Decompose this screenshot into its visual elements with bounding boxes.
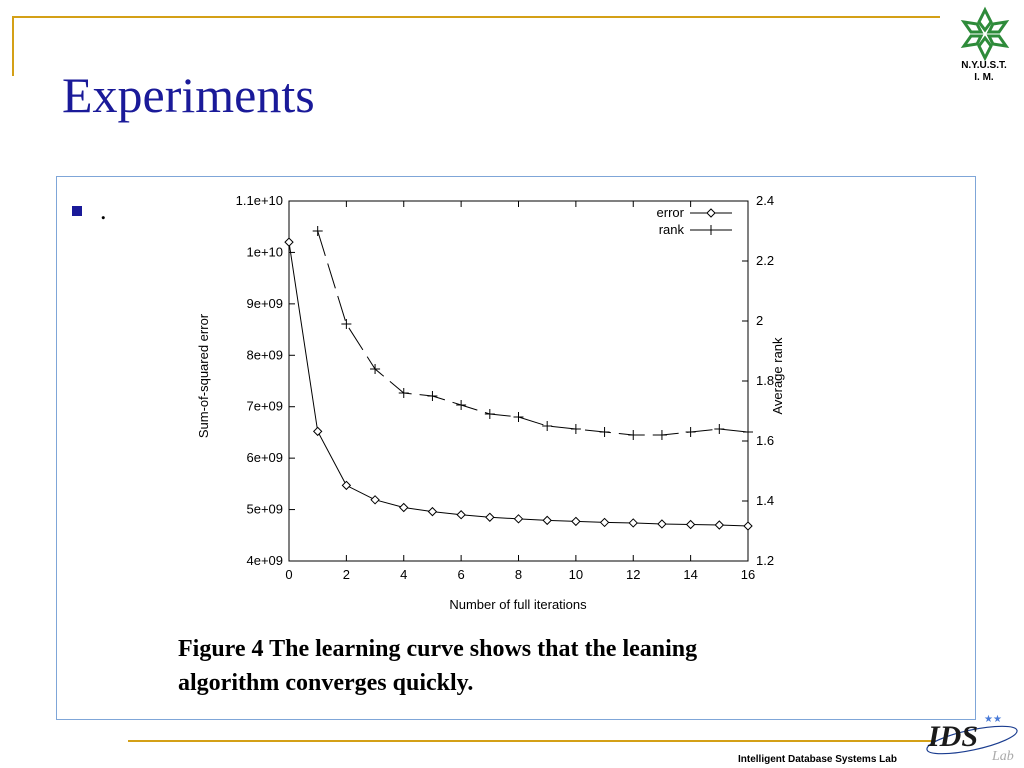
data-point-error bbox=[571, 516, 581, 527]
x-tick-label: 14 bbox=[683, 567, 697, 582]
data-point-error bbox=[312, 426, 323, 437]
left-rule bbox=[12, 16, 14, 76]
y-left-tick-label: 1e+10 bbox=[246, 244, 283, 259]
y-right-tick-label: 1.2 bbox=[756, 553, 774, 568]
bullet-square-icon bbox=[72, 206, 82, 216]
data-point-rank bbox=[456, 400, 467, 410]
caption-line1: Figure 4 The learning curve shows that t… bbox=[178, 636, 698, 662]
series-line-rank bbox=[317, 230, 749, 436]
y-right-tick-label: 2 bbox=[756, 313, 763, 328]
data-point-error bbox=[542, 515, 552, 526]
university-logo bbox=[960, 6, 1010, 62]
y-right-tick-label: 1.6 bbox=[756, 433, 774, 448]
data-point-rank bbox=[743, 427, 753, 437]
data-point-error bbox=[427, 506, 438, 517]
y-left-tick-label: 9e+09 bbox=[246, 296, 283, 311]
slide-title: Experiments bbox=[62, 67, 315, 123]
data-point-rank bbox=[599, 427, 610, 437]
y-left-axis-label: Sum-of-squared error bbox=[196, 313, 211, 438]
data-point-error bbox=[714, 520, 725, 530]
plot-frame bbox=[288, 200, 749, 562]
y-right-tick-label: 1.8 bbox=[756, 373, 774, 388]
data-point-rank bbox=[685, 427, 696, 437]
university-logo-text: N.Y.U.S.T. I. M. bbox=[944, 60, 1024, 84]
data-point-rank bbox=[542, 421, 553, 431]
data-point-error bbox=[456, 510, 466, 520]
ids-logo-sub: Lab bbox=[991, 749, 1014, 764]
content-box bbox=[56, 176, 976, 720]
x-tick-label: 8 bbox=[515, 567, 522, 582]
data-point-error bbox=[370, 495, 380, 505]
y-left-tick-label: 1.1e+10 bbox=[236, 193, 283, 208]
top-rule bbox=[12, 16, 940, 18]
data-point-rank bbox=[484, 409, 495, 419]
x-tick-label: 16 bbox=[741, 567, 755, 582]
caption-line2: algorithm converges quickly. bbox=[178, 670, 474, 696]
y-left-tick-label: 7e+09 bbox=[246, 399, 283, 414]
data-point-error bbox=[628, 518, 638, 528]
bottom-rule bbox=[128, 740, 936, 742]
ids-lab-logo: IDS Lab ★★ bbox=[926, 714, 1018, 764]
legend-label-rank: rank bbox=[659, 222, 685, 237]
x-tick-label: 0 bbox=[285, 567, 292, 582]
x-tick-label: 4 bbox=[400, 567, 407, 582]
learning-curve-chart: Sum-of-squared error Average rank Number… bbox=[196, 193, 785, 612]
data-point-rank bbox=[714, 424, 725, 434]
data-point-error bbox=[513, 514, 524, 524]
y-right-axis-label: Average rank bbox=[770, 337, 785, 415]
y-left-tick-label: 8e+09 bbox=[246, 347, 283, 362]
data-point-rank bbox=[398, 388, 409, 398]
data-point-rank bbox=[570, 424, 581, 434]
data-point-rank bbox=[341, 319, 352, 329]
x-tick-label: 12 bbox=[626, 567, 640, 582]
data-point-rank bbox=[656, 430, 667, 440]
data-point-error bbox=[341, 480, 352, 491]
footer-lab-name: Intelligent Database Systems Lab bbox=[738, 754, 897, 765]
data-point-error bbox=[743, 521, 753, 531]
legend-marker-rank bbox=[706, 225, 716, 235]
x-tick-label: 6 bbox=[458, 567, 465, 582]
y-left-tick-label: 5e+09 bbox=[246, 502, 283, 517]
x-tick-label: 10 bbox=[569, 567, 583, 582]
legend-marker-error bbox=[706, 208, 716, 218]
data-point-error bbox=[599, 517, 610, 528]
bullet-text: . bbox=[100, 196, 107, 225]
logo-text-line2: I. M. bbox=[974, 72, 994, 83]
x-axis-label: Number of full iterations bbox=[449, 597, 587, 612]
data-point-error bbox=[685, 519, 696, 530]
y-left-tick-label: 6e+09 bbox=[246, 450, 283, 465]
logo-text-line1: N.Y.U.S.T. bbox=[961, 60, 1007, 71]
y-right-tick-label: 2.2 bbox=[756, 253, 774, 268]
y-left-tick-label: 4e+09 bbox=[246, 553, 283, 568]
data-point-error bbox=[284, 237, 294, 247]
series-line-error bbox=[288, 242, 749, 527]
legend-label-error: error bbox=[657, 205, 685, 220]
data-point-error bbox=[399, 502, 409, 513]
data-point-error bbox=[657, 519, 667, 529]
y-right-tick-label: 2.4 bbox=[756, 193, 774, 208]
ids-logo-text: IDS bbox=[927, 720, 978, 753]
y-right-tick-label: 1.4 bbox=[756, 493, 774, 508]
star-icon: ★★ bbox=[984, 714, 1002, 725]
data-point-rank bbox=[370, 364, 381, 374]
data-point-rank bbox=[628, 430, 639, 440]
x-tick-label: 2 bbox=[343, 567, 350, 582]
data-point-rank bbox=[427, 391, 438, 401]
data-point-rank bbox=[312, 226, 323, 236]
figure-caption: Figure 4 The learning curve shows that t… bbox=[178, 632, 878, 700]
data-point-error bbox=[485, 512, 495, 522]
data-point-rank bbox=[513, 412, 524, 422]
